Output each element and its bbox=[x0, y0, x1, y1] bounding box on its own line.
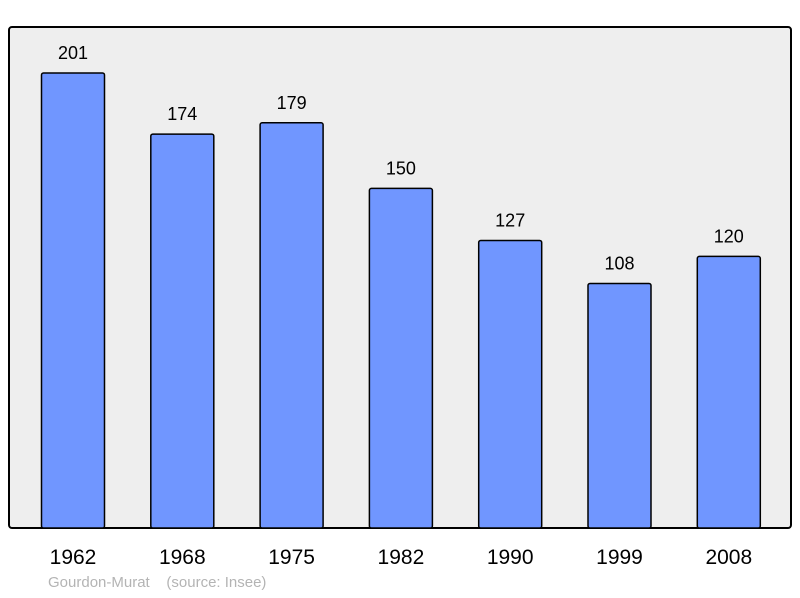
x-tick-label-1999: 1999 bbox=[596, 546, 643, 569]
bar-1975 bbox=[259, 122, 324, 529]
x-tick-label-1975: 1975 bbox=[268, 546, 315, 569]
value-label-1990: 127 bbox=[495, 211, 525, 231]
bar-1962 bbox=[40, 72, 106, 529]
value-label-1982: 150 bbox=[386, 158, 416, 178]
bar-1990 bbox=[477, 239, 543, 529]
bars-group bbox=[40, 72, 762, 529]
x-tick-label-1968: 1968 bbox=[159, 546, 206, 569]
value-label-2008: 120 bbox=[714, 226, 744, 246]
value-labels-group: 201 174 179 150 127 108 120 bbox=[58, 43, 744, 274]
bar-1968 bbox=[150, 133, 215, 529]
x-tick-label-1962: 1962 bbox=[50, 546, 97, 569]
chart-caption: Gourdon-Murat (source: Insee) bbox=[48, 574, 266, 591]
caption-source: (source: Insee) bbox=[166, 574, 267, 591]
bar-2008 bbox=[696, 255, 762, 529]
x-tick-label-2008: 2008 bbox=[705, 546, 752, 569]
bar-1999 bbox=[587, 282, 652, 529]
caption-place: Gourdon-Murat bbox=[48, 574, 150, 591]
value-label-1962: 201 bbox=[58, 43, 88, 63]
value-label-1999: 108 bbox=[604, 254, 634, 274]
value-label-1975: 179 bbox=[277, 93, 307, 113]
x-axis-labels-group: 1962 1968 1975 1982 1990 1999 2008 bbox=[50, 546, 753, 569]
value-label-1968: 174 bbox=[167, 104, 197, 124]
bar-1982 bbox=[368, 187, 434, 529]
x-tick-label-1990: 1990 bbox=[487, 546, 534, 569]
x-tick-label-1982: 1982 bbox=[378, 546, 425, 569]
